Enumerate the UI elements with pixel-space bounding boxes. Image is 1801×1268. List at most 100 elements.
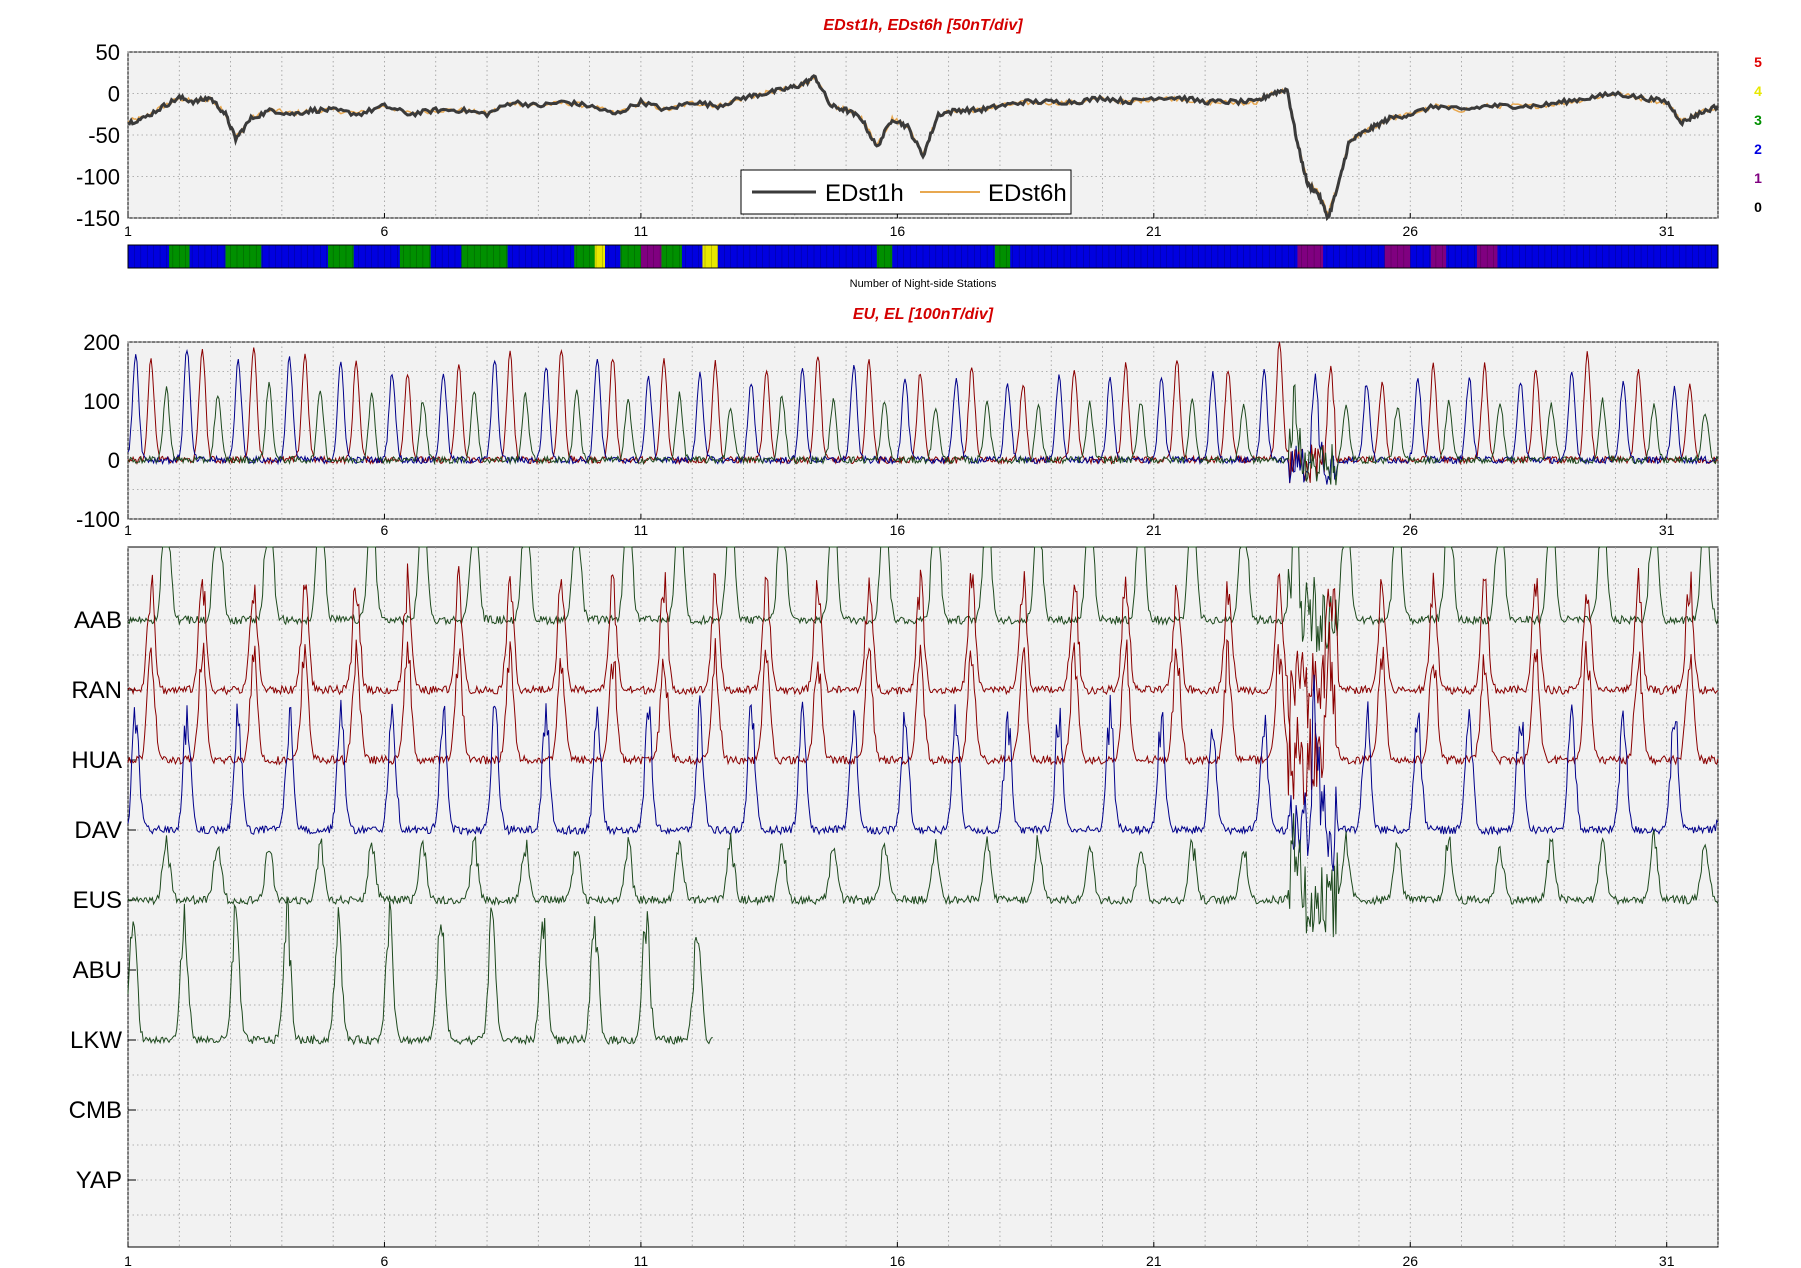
station-label-hua: HUA	[71, 747, 122, 774]
station-count-segment	[661, 245, 683, 268]
x-tick-label: 26	[1402, 1253, 1418, 1268]
y-tick-label: 200	[83, 330, 120, 355]
station-trace-dav	[127, 674, 1719, 872]
y-tick-label: -100	[76, 165, 120, 190]
y-tick-label: 0	[108, 82, 120, 107]
station-count-segment	[1410, 245, 1432, 268]
station-count-segment	[399, 245, 432, 268]
station-label-yap: YAP	[76, 1167, 122, 1194]
eu-el-series	[127, 341, 1719, 486]
x-tick-label: 1	[124, 223, 132, 239]
station-count-segment	[681, 245, 703, 268]
station-labels: AAB RAN HUA DAV EUS ABU LKW CMB YAP	[69, 607, 136, 1194]
station-count-segment	[1323, 245, 1386, 268]
station-count-segment	[594, 245, 606, 268]
eu-el-x-ticks: 1 6 11 16 21 26 31	[124, 514, 1675, 538]
stations-x-ticks: 1 6 11 16 21 26 31	[124, 1242, 1675, 1268]
night-side-station-bar	[127, 245, 1719, 268]
station-traces	[127, 546, 1719, 1046]
edst-grid	[127, 51, 1719, 219]
scale-label-3: 3	[1754, 112, 1762, 128]
x-tick-label: 26	[1402, 223, 1418, 239]
edst-panel-title: EDst1h, EDst6h [50nT/div]	[823, 17, 1023, 34]
station-count-segment	[169, 245, 191, 268]
x-tick-label: 11	[634, 223, 649, 239]
y-tick-label: 0	[108, 448, 120, 473]
station-label-ran: RAN	[71, 677, 122, 704]
station-count-segment	[328, 245, 355, 268]
x-tick-label: 1	[124, 1253, 132, 1268]
x-tick-label: 1	[124, 522, 132, 538]
station-count-segment	[261, 245, 329, 268]
station-count-segment	[1384, 245, 1411, 268]
x-tick-label: 21	[1146, 1253, 1162, 1268]
x-tick-label: 16	[890, 522, 906, 538]
station-count-segment	[1010, 245, 1298, 268]
x-tick-label: 16	[890, 1253, 906, 1268]
y-tick-label: -50	[88, 123, 120, 148]
scale-label-2: 2	[1754, 141, 1762, 157]
edst-series	[127, 74, 1720, 222]
station-label-dav: DAV	[74, 817, 122, 844]
x-tick-label: 31	[1659, 522, 1675, 538]
y-tick-label: 100	[83, 389, 120, 414]
station-count-segment	[1497, 245, 1719, 268]
legend-label-edst6h: EDst6h	[988, 180, 1067, 207]
station-count-segment	[876, 245, 893, 268]
scale-label-0: 0	[1754, 199, 1762, 215]
station-count-segment	[994, 245, 1011, 268]
station-count-segment	[189, 245, 226, 268]
station-trace-lkw	[127, 896, 713, 1046]
station-trace-ran	[127, 563, 1719, 729]
station-trace-eus	[127, 813, 1719, 938]
y-tick-label: -100	[76, 507, 120, 532]
station-count-segment	[640, 245, 662, 268]
station-count-segment	[574, 245, 596, 268]
night-side-station-bar-border	[127, 244, 1719, 269]
station-count-segment	[1446, 245, 1478, 268]
x-tick-label: 21	[1146, 223, 1162, 239]
station-count-segment	[620, 245, 642, 268]
station-count-segment	[892, 245, 996, 268]
x-tick-label: 6	[381, 1253, 389, 1268]
scale-label-1: 1	[1754, 170, 1762, 186]
x-tick-label: 11	[634, 1253, 649, 1268]
x-tick-label: 6	[381, 223, 389, 239]
legend-label-edst1h: EDst1h	[825, 180, 904, 207]
station-label-lkw: LKW	[70, 1027, 122, 1054]
x-tick-label: 21	[1146, 522, 1162, 538]
scale-label-4: 4	[1754, 83, 1762, 99]
station-trace-aab	[127, 546, 1719, 653]
x-tick-label: 6	[381, 522, 389, 538]
station-count-segment	[225, 245, 262, 268]
night-side-label: Number of Night-side Stations	[850, 278, 997, 290]
eu-el-y-ticks: 200 100 0 -100	[76, 330, 120, 532]
x-tick-label: 31	[1659, 1253, 1675, 1268]
station-count-segment	[605, 245, 621, 268]
y-tick-label: 50	[96, 40, 120, 65]
eu-el-panel-title: EU, EL [100nT/div]	[853, 306, 994, 323]
station-label-eus: EUS	[73, 887, 122, 914]
station-label-cmb: CMB	[69, 1097, 122, 1124]
edst-y-ticks: 50 0 -50 -100 -150	[76, 40, 120, 231]
edst-x-ticks: 1 6 11 16 21 26 31	[124, 213, 1675, 239]
station-count-segment	[128, 245, 170, 268]
station-count-segment	[717, 245, 878, 268]
station-count-segment	[507, 245, 575, 268]
station-label-aab: AAB	[74, 607, 122, 634]
series-line-edst1h	[127, 74, 1720, 222]
eu-el-plot-area	[127, 341, 1719, 520]
eu-el-trace	[127, 381, 1719, 486]
station-trace-hua	[127, 621, 1719, 806]
station-count-scale: 5 4 3 2 1 0	[1754, 54, 1762, 215]
station-count-segment	[1476, 245, 1498, 268]
scale-label-5: 5	[1754, 54, 1762, 70]
station-count-segment	[702, 245, 719, 268]
station-count-segment	[461, 245, 509, 268]
y-tick-label: -150	[76, 206, 120, 231]
station-count-segment	[430, 245, 462, 268]
x-tick-label: 26	[1402, 522, 1418, 538]
station-count-segment	[353, 245, 401, 268]
station-count-segment	[1297, 245, 1324, 268]
